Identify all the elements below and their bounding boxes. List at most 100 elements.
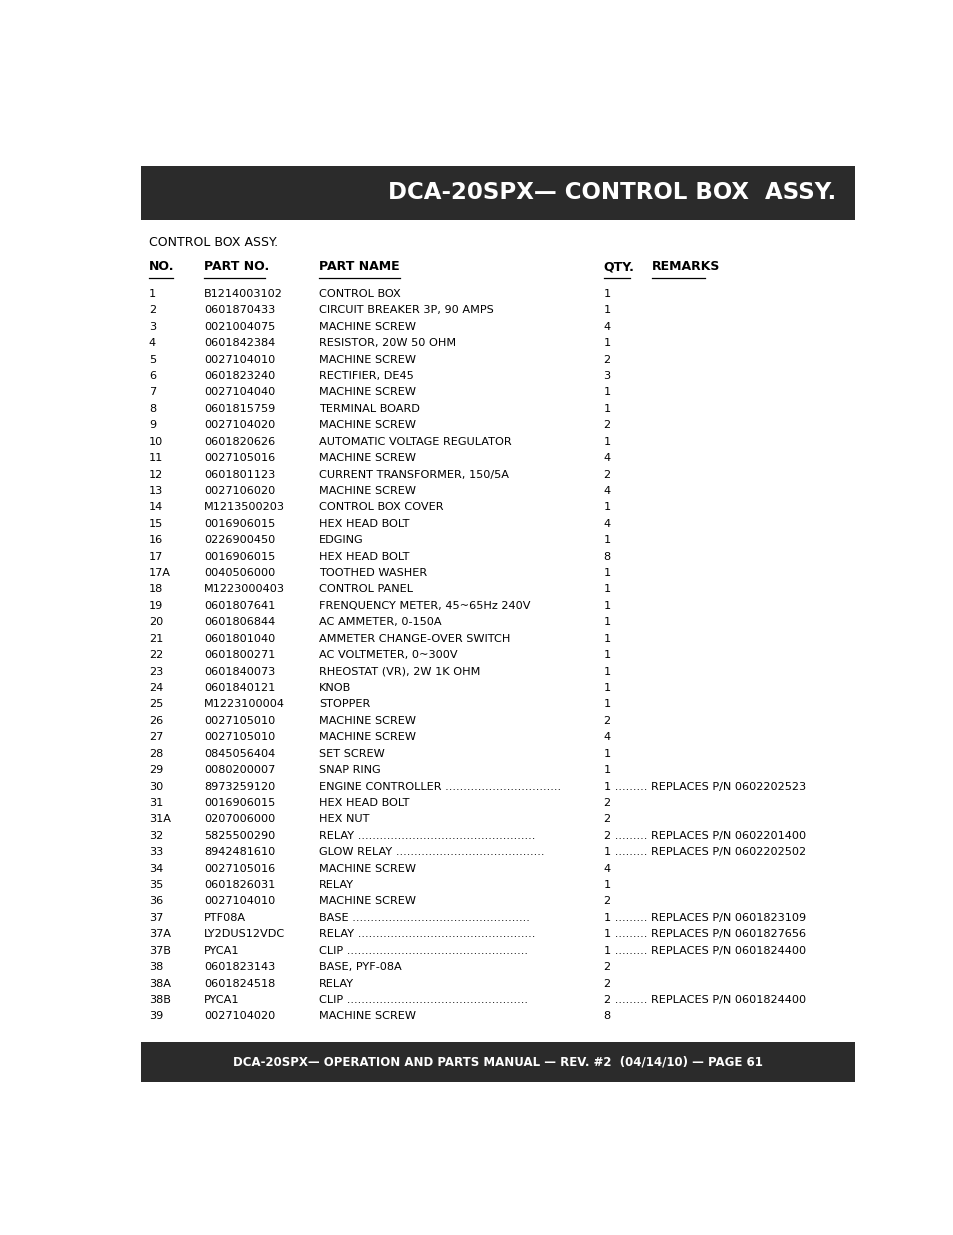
Text: MACHINE SCREW: MACHINE SCREW	[318, 420, 416, 430]
Text: 3: 3	[603, 370, 610, 382]
Text: AC AMMETER, 0-150A: AC AMMETER, 0-150A	[318, 618, 441, 627]
Text: 1: 1	[603, 404, 610, 414]
Text: TOOTHED WASHER: TOOTHED WASHER	[318, 568, 427, 578]
Text: 4: 4	[603, 453, 610, 463]
Text: AUTOMATIC VOLTAGE REGULATOR: AUTOMATIC VOLTAGE REGULATOR	[318, 437, 511, 447]
Text: 37: 37	[149, 913, 163, 923]
Text: GLOW RELAY .........................................: GLOW RELAY .............................…	[318, 847, 544, 857]
Text: 0601801040: 0601801040	[204, 634, 275, 643]
Text: 0027105010: 0027105010	[204, 716, 275, 726]
Text: 1: 1	[603, 748, 610, 758]
Text: 1 ......... REPLACES P/N 0601824400: 1 ......... REPLACES P/N 0601824400	[603, 946, 804, 956]
Text: 20: 20	[149, 618, 163, 627]
Text: HEX HEAD BOLT: HEX HEAD BOLT	[318, 798, 409, 808]
Text: 0601840121: 0601840121	[204, 683, 275, 693]
Text: 5825500290: 5825500290	[204, 831, 275, 841]
Text: 0016906015: 0016906015	[204, 519, 275, 529]
Text: 1: 1	[603, 388, 610, 398]
Text: 0601826031: 0601826031	[204, 881, 275, 890]
Text: 39: 39	[149, 1011, 163, 1021]
Text: TERMINAL BOARD: TERMINAL BOARD	[318, 404, 419, 414]
Text: SET SCREW: SET SCREW	[318, 748, 384, 758]
Text: M1223000403: M1223000403	[204, 584, 285, 594]
Text: 37A: 37A	[149, 929, 171, 940]
Text: 2: 2	[603, 469, 610, 479]
Text: 8973259120: 8973259120	[204, 782, 275, 792]
Text: BASE, PYF-08A: BASE, PYF-08A	[318, 962, 401, 972]
Text: 8: 8	[603, 1011, 610, 1021]
Text: 2: 2	[603, 798, 610, 808]
Text: 21: 21	[149, 634, 163, 643]
Text: 1: 1	[603, 568, 610, 578]
Text: 10: 10	[149, 437, 163, 447]
Text: 12: 12	[149, 469, 163, 479]
Text: 1: 1	[603, 683, 610, 693]
Text: 35: 35	[149, 881, 163, 890]
Text: 34: 34	[149, 863, 163, 873]
Text: REMARKS: REMARKS	[651, 261, 720, 273]
Text: DCA-20SPX— OPERATION AND PARTS MANUAL — REV. #2  (04/14/10) — PAGE 61: DCA-20SPX— OPERATION AND PARTS MANUAL — …	[233, 1056, 762, 1068]
Text: 0601800271: 0601800271	[204, 650, 275, 661]
Text: 1: 1	[603, 535, 610, 545]
Text: 2 ......... REPLACES P/N 0601824400: 2 ......... REPLACES P/N 0601824400	[603, 995, 804, 1005]
Text: 31: 31	[149, 798, 163, 808]
Text: 2: 2	[149, 305, 155, 315]
Text: PYCA1: PYCA1	[204, 995, 239, 1005]
Bar	[141, 167, 854, 220]
Text: 8: 8	[603, 552, 610, 562]
Text: 0601820626: 0601820626	[204, 437, 275, 447]
Text: 0027104010: 0027104010	[204, 897, 275, 906]
Text: 4: 4	[149, 338, 155, 348]
Text: 17: 17	[149, 552, 163, 562]
Text: 2: 2	[603, 897, 610, 906]
Text: 37B: 37B	[149, 946, 171, 956]
Text: PART NO.: PART NO.	[204, 261, 270, 273]
Text: AC VOLTMETER, 0~300V: AC VOLTMETER, 0~300V	[318, 650, 457, 661]
Text: 18: 18	[149, 584, 163, 594]
Text: PYCA1: PYCA1	[204, 946, 239, 956]
Text: 0040506000: 0040506000	[204, 568, 275, 578]
Text: M1223100004: M1223100004	[204, 699, 285, 709]
Text: 1 ......... REPLACES P/N 0601823109: 1 ......... REPLACES P/N 0601823109	[603, 913, 804, 923]
Text: 0027105010: 0027105010	[204, 732, 275, 742]
Text: 0601815759: 0601815759	[204, 404, 275, 414]
Text: 0601840073: 0601840073	[204, 667, 275, 677]
Text: 4: 4	[603, 732, 610, 742]
Text: 0016906015: 0016906015	[204, 798, 275, 808]
Text: 0601806844: 0601806844	[204, 618, 275, 627]
Text: 0601807641: 0601807641	[204, 601, 275, 611]
Text: LY2DUS12VDC: LY2DUS12VDC	[204, 929, 285, 940]
Text: 29: 29	[149, 766, 163, 776]
Text: 0601801123: 0601801123	[204, 469, 275, 479]
Text: 0845056404: 0845056404	[204, 748, 275, 758]
Text: MACHINE SCREW: MACHINE SCREW	[318, 716, 416, 726]
Text: 0601824518: 0601824518	[204, 978, 275, 988]
Text: STOPPER: STOPPER	[318, 699, 370, 709]
Text: 0601823240: 0601823240	[204, 370, 275, 382]
Text: 32: 32	[149, 831, 163, 841]
Text: 30: 30	[149, 782, 163, 792]
Text: CONTROL BOX ASSY.: CONTROL BOX ASSY.	[149, 236, 277, 248]
Text: 1: 1	[603, 289, 610, 299]
Text: HEX NUT: HEX NUT	[318, 814, 369, 825]
Text: CONTROL PANEL: CONTROL PANEL	[318, 584, 413, 594]
Text: 26: 26	[149, 716, 163, 726]
Text: 16: 16	[149, 535, 163, 545]
Text: 36: 36	[149, 897, 163, 906]
Text: 1: 1	[603, 650, 610, 661]
Text: 0027104020: 0027104020	[204, 1011, 275, 1021]
Text: 0027106020: 0027106020	[204, 487, 275, 496]
Text: RESISTOR, 20W 50 OHM: RESISTOR, 20W 50 OHM	[318, 338, 456, 348]
Text: DCA-20SPX— CONTROL BOX  ASSY.: DCA-20SPX— CONTROL BOX ASSY.	[388, 182, 836, 205]
Text: 2: 2	[603, 962, 610, 972]
Text: MACHINE SCREW: MACHINE SCREW	[318, 1011, 416, 1021]
Text: 7: 7	[149, 388, 155, 398]
Text: MACHINE SCREW: MACHINE SCREW	[318, 388, 416, 398]
Text: 14: 14	[149, 503, 163, 513]
Text: 33: 33	[149, 847, 163, 857]
Text: 2 ......... REPLACES P/N 0602201400: 2 ......... REPLACES P/N 0602201400	[603, 831, 804, 841]
Text: 3: 3	[149, 322, 155, 332]
Text: M1213500203: M1213500203	[204, 503, 285, 513]
Text: 17A: 17A	[149, 568, 171, 578]
Text: 2: 2	[603, 814, 610, 825]
